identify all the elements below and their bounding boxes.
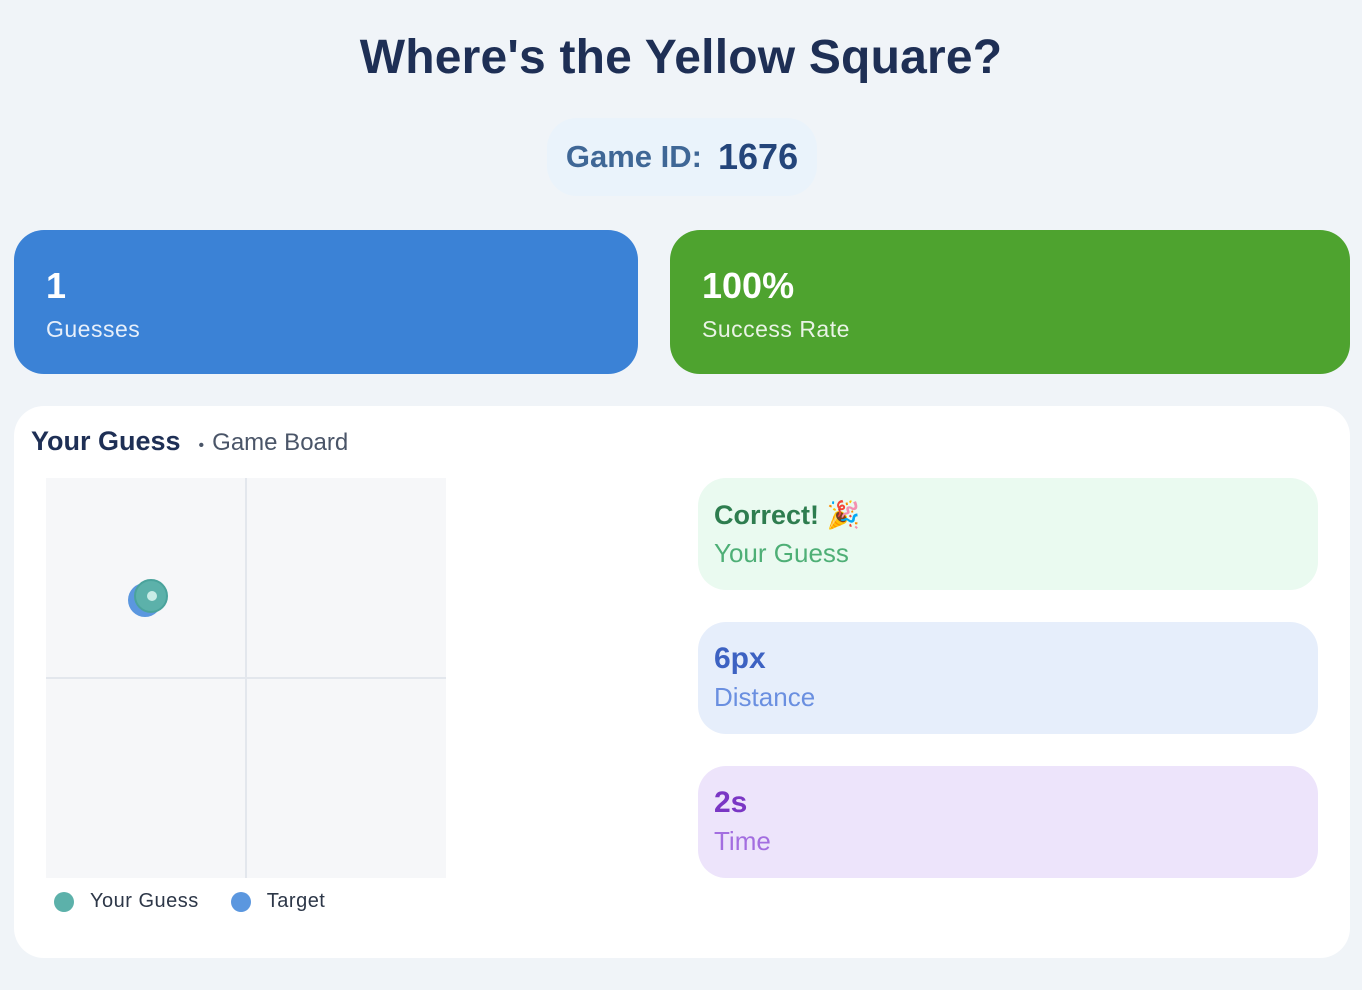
- panel-heading: Your Guess: [31, 426, 181, 456]
- time-value: 2s: [714, 786, 748, 819]
- legend-target-label: Target: [266, 890, 326, 912]
- time-caption: Time: [714, 826, 771, 856]
- distance-result-card: 6px Distance: [698, 622, 1318, 734]
- guesses-stat-card: 1 Guesses: [14, 230, 638, 374]
- header-separator: •: [198, 437, 205, 454]
- target-swatch-icon: [230, 891, 251, 912]
- legend-guess-label: Your Guess: [90, 890, 199, 912]
- game-id-value: 1676: [718, 136, 799, 177]
- legend-item-target: Target: [230, 890, 326, 913]
- distance-value: 6px: [714, 642, 766, 675]
- guesses-count: 1: [46, 265, 67, 306]
- guess-swatch-icon: [54, 891, 74, 912]
- success-rate-value: 100%: [702, 265, 795, 306]
- correct-title: Correct! 🎉: [714, 500, 861, 530]
- guess-marker: [134, 579, 168, 613]
- distance-caption: Distance: [714, 682, 816, 712]
- game-id-label: Game ID:: [565, 139, 702, 174]
- correct-caption: Your Guess: [714, 538, 849, 568]
- success-rate-stat-card: 100% Success Rate: [670, 230, 1350, 374]
- panel-subheading: Game Board: [212, 429, 349, 456]
- game-board-panel: Your Guess • Game Board Your Guess Targe…: [14, 406, 1350, 958]
- guesses-label: Guesses: [46, 316, 141, 342]
- game-board[interactable]: [46, 478, 446, 878]
- board-legend: Your Guess Target: [54, 890, 357, 913]
- correct-result-card: Correct! 🎉 Your Guess: [698, 478, 1318, 590]
- legend-item-guess: Your Guess: [54, 890, 199, 913]
- success-rate-label: Success Rate: [702, 316, 850, 342]
- board-horizontal-gridline: [46, 677, 446, 679]
- page-title: Where's the Yellow Square?: [359, 31, 1003, 84]
- game-id-badge: Game ID: 1676: [547, 118, 817, 196]
- time-result-card: 2s Time: [698, 766, 1318, 878]
- panel-header: Your Guess • Game Board: [31, 426, 348, 457]
